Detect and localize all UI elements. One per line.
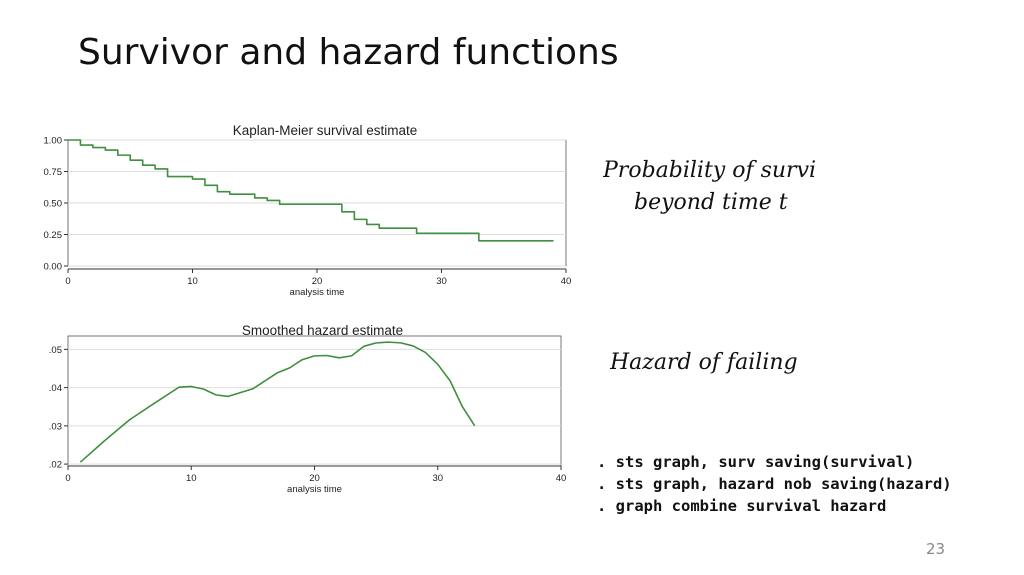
km-ytick-label: 0.00 — [44, 262, 63, 273]
hazard-xtick-label: 30 — [432, 473, 443, 484]
km-series-line — [68, 139, 554, 242]
page-number: 23 — [926, 540, 946, 558]
hazard-x-axis-label: analysis time — [287, 484, 342, 495]
hazard-ytick-label: .04 — [49, 383, 62, 394]
km-survival-svg: Kaplan-Meier survival estimate 0.00 0.25 0.… — [44, 123, 572, 298]
km-xtick-label: 0 — [65, 276, 70, 287]
hazard-xtick-label: 10 — [186, 473, 197, 484]
km-survival-chart: Kaplan-Meier survival estimate 0.00 0.25 0.… — [30, 118, 575, 303]
code-line: . sts graph, surv saving(survival) — [597, 453, 915, 471]
survival-definition-line2: beyond time t — [634, 190, 788, 215]
km-x-axis-label: analysis time — [290, 287, 345, 298]
km-chart-title: Kaplan-Meier survival estimate — [233, 123, 418, 138]
slide-title: Survivor and hazard functions — [78, 32, 619, 73]
hazard-xtick-label: 20 — [309, 473, 320, 484]
km-ytick-label: 0.25 — [44, 230, 63, 241]
hazard-xtick-label: 0 — [65, 473, 70, 484]
km-ytick-label: 0.50 — [44, 199, 63, 210]
hazard-plot-frame — [67, 335, 562, 467]
hazard-ytick-label: .02 — [49, 460, 62, 471]
stata-code-block: . sts graph, surv saving(survival) . sts … — [597, 451, 1017, 517]
hazard-definition: Hazard of failing — [610, 350, 798, 375]
km-ytick-label: 0.75 — [44, 167, 63, 178]
survival-definition-line1: Probability of survi — [603, 158, 817, 183]
hazard-ytick-label: .05 — [49, 345, 62, 356]
km-xtick-label: 30 — [436, 276, 447, 287]
code-line: . sts graph, hazard nob saving(hazard) — [597, 475, 952, 493]
hazard-ytick-label: .03 — [49, 421, 62, 432]
hazard-chart-title: Smoothed hazard estimate — [242, 323, 403, 338]
hazard-xtick-label: 40 — [556, 473, 567, 484]
smoothed-hazard-svg: Smoothed hazard estimate .02 .03 .04 .05 0 10 2… — [49, 323, 567, 495]
km-ytick-label: 1.00 — [44, 136, 63, 147]
km-xtick-label: 10 — [187, 276, 198, 287]
hazard-series-line — [79, 341, 476, 463]
smoothed-hazard-chart: Smoothed hazard estimate .02 .03 .04 .05 0 10 2… — [30, 318, 575, 500]
km-xtick-label: 20 — [312, 276, 323, 287]
km-xtick-label: 40 — [561, 276, 572, 287]
code-line: . graph combine survival hazard — [597, 497, 887, 515]
